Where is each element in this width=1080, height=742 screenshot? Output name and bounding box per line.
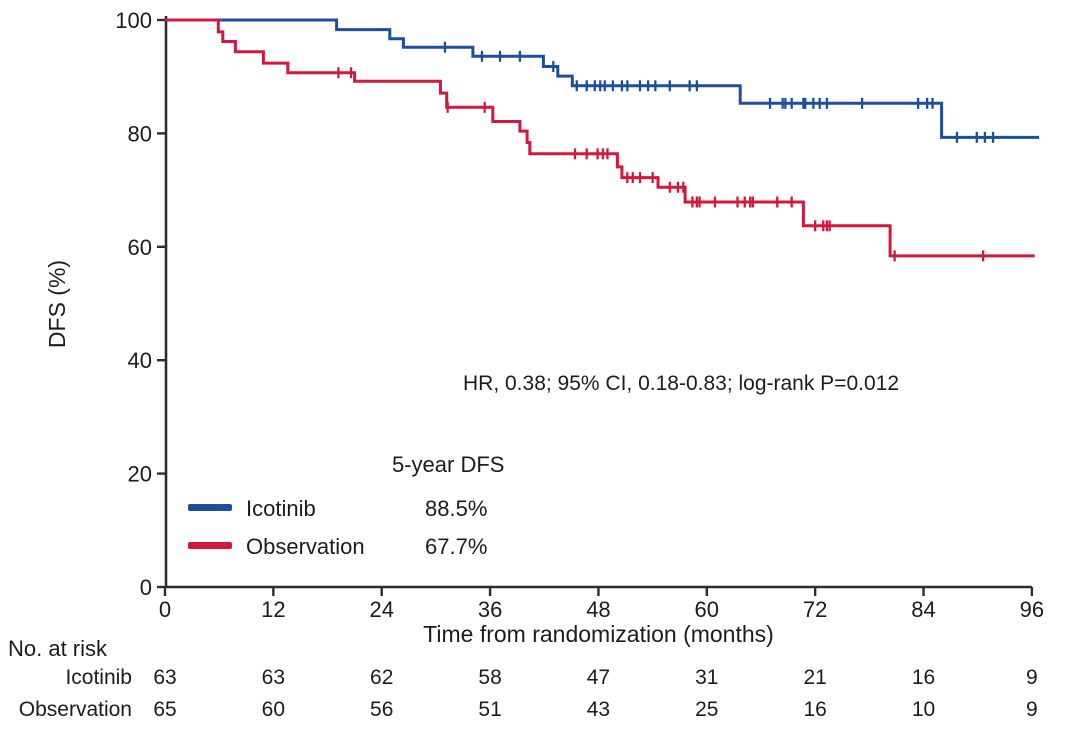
legend-header: 5-year DFS (392, 452, 505, 477)
risk-count-observation: 56 (370, 698, 393, 721)
risk-count-icotinib: 63 (153, 666, 176, 689)
risk-count-observation: 9 (1026, 698, 1038, 721)
risk-count-observation: 51 (478, 698, 501, 721)
legend-swatch-icotinib (188, 504, 232, 511)
legend-label-icotinib: Icotinib (246, 496, 316, 521)
x-tick-label: 0 (159, 597, 171, 622)
risk-count-observation: 16 (803, 698, 826, 721)
risk-row-label-icotinib: Icotinib (65, 666, 132, 689)
y-tick-label: 0 (140, 575, 152, 600)
risk-count-observation: 65 (153, 698, 176, 721)
x-tick-label: 48 (586, 597, 610, 622)
y-tick-label: 100 (115, 8, 152, 33)
risk-count-icotinib: 62 (370, 666, 393, 689)
x-tick-label: 96 (1020, 597, 1044, 622)
risk-count-observation: 43 (587, 698, 610, 721)
legend-swatch-observation (188, 542, 232, 549)
x-tick-label: 60 (695, 597, 719, 622)
x-tick-label: 84 (911, 597, 935, 622)
y-tick-label: 80 (128, 121, 152, 146)
risk-count-observation: 25 (695, 698, 718, 721)
risk-count-icotinib: 31 (695, 666, 718, 689)
km-curve-icotinib (165, 18, 1040, 139)
y-axis-title: DFS (%) (44, 259, 70, 349)
y-tick-label: 60 (128, 235, 152, 260)
x-tick-label: 12 (261, 597, 285, 622)
x-tick-label: 72 (803, 597, 827, 622)
risk-count-icotinib: 63 (262, 666, 285, 689)
legend-value-observation: 67.7% (425, 534, 488, 559)
x-tick-label: 36 (478, 597, 502, 622)
legend-label-observation: Observation (246, 534, 365, 559)
hr-annotation: HR, 0.38; 95% CI, 0.18-0.83; log-rank P=… (463, 372, 900, 395)
km-curve-observation (165, 18, 1035, 258)
risk-row-label-observation: Observation (18, 698, 132, 721)
risk-count-icotinib: 16 (912, 666, 935, 689)
y-tick-label: 20 (128, 462, 152, 487)
legend-value-icotinib: 88.5% (425, 496, 488, 521)
risk-count-icotinib: 47 (587, 666, 610, 689)
risk-count-observation: 10 (912, 698, 935, 721)
risk-count-icotinib: 21 (803, 666, 826, 689)
risk-table-title: No. at risk (8, 636, 108, 661)
y-tick-label: 40 (128, 348, 152, 373)
x-tick-label: 24 (369, 597, 393, 622)
risk-count-icotinib: 58 (478, 666, 501, 689)
risk-count-icotinib: 9 (1026, 666, 1038, 689)
x-axis-title: Time from randomization (months) (423, 621, 774, 647)
risk-count-observation: 60 (262, 698, 285, 721)
